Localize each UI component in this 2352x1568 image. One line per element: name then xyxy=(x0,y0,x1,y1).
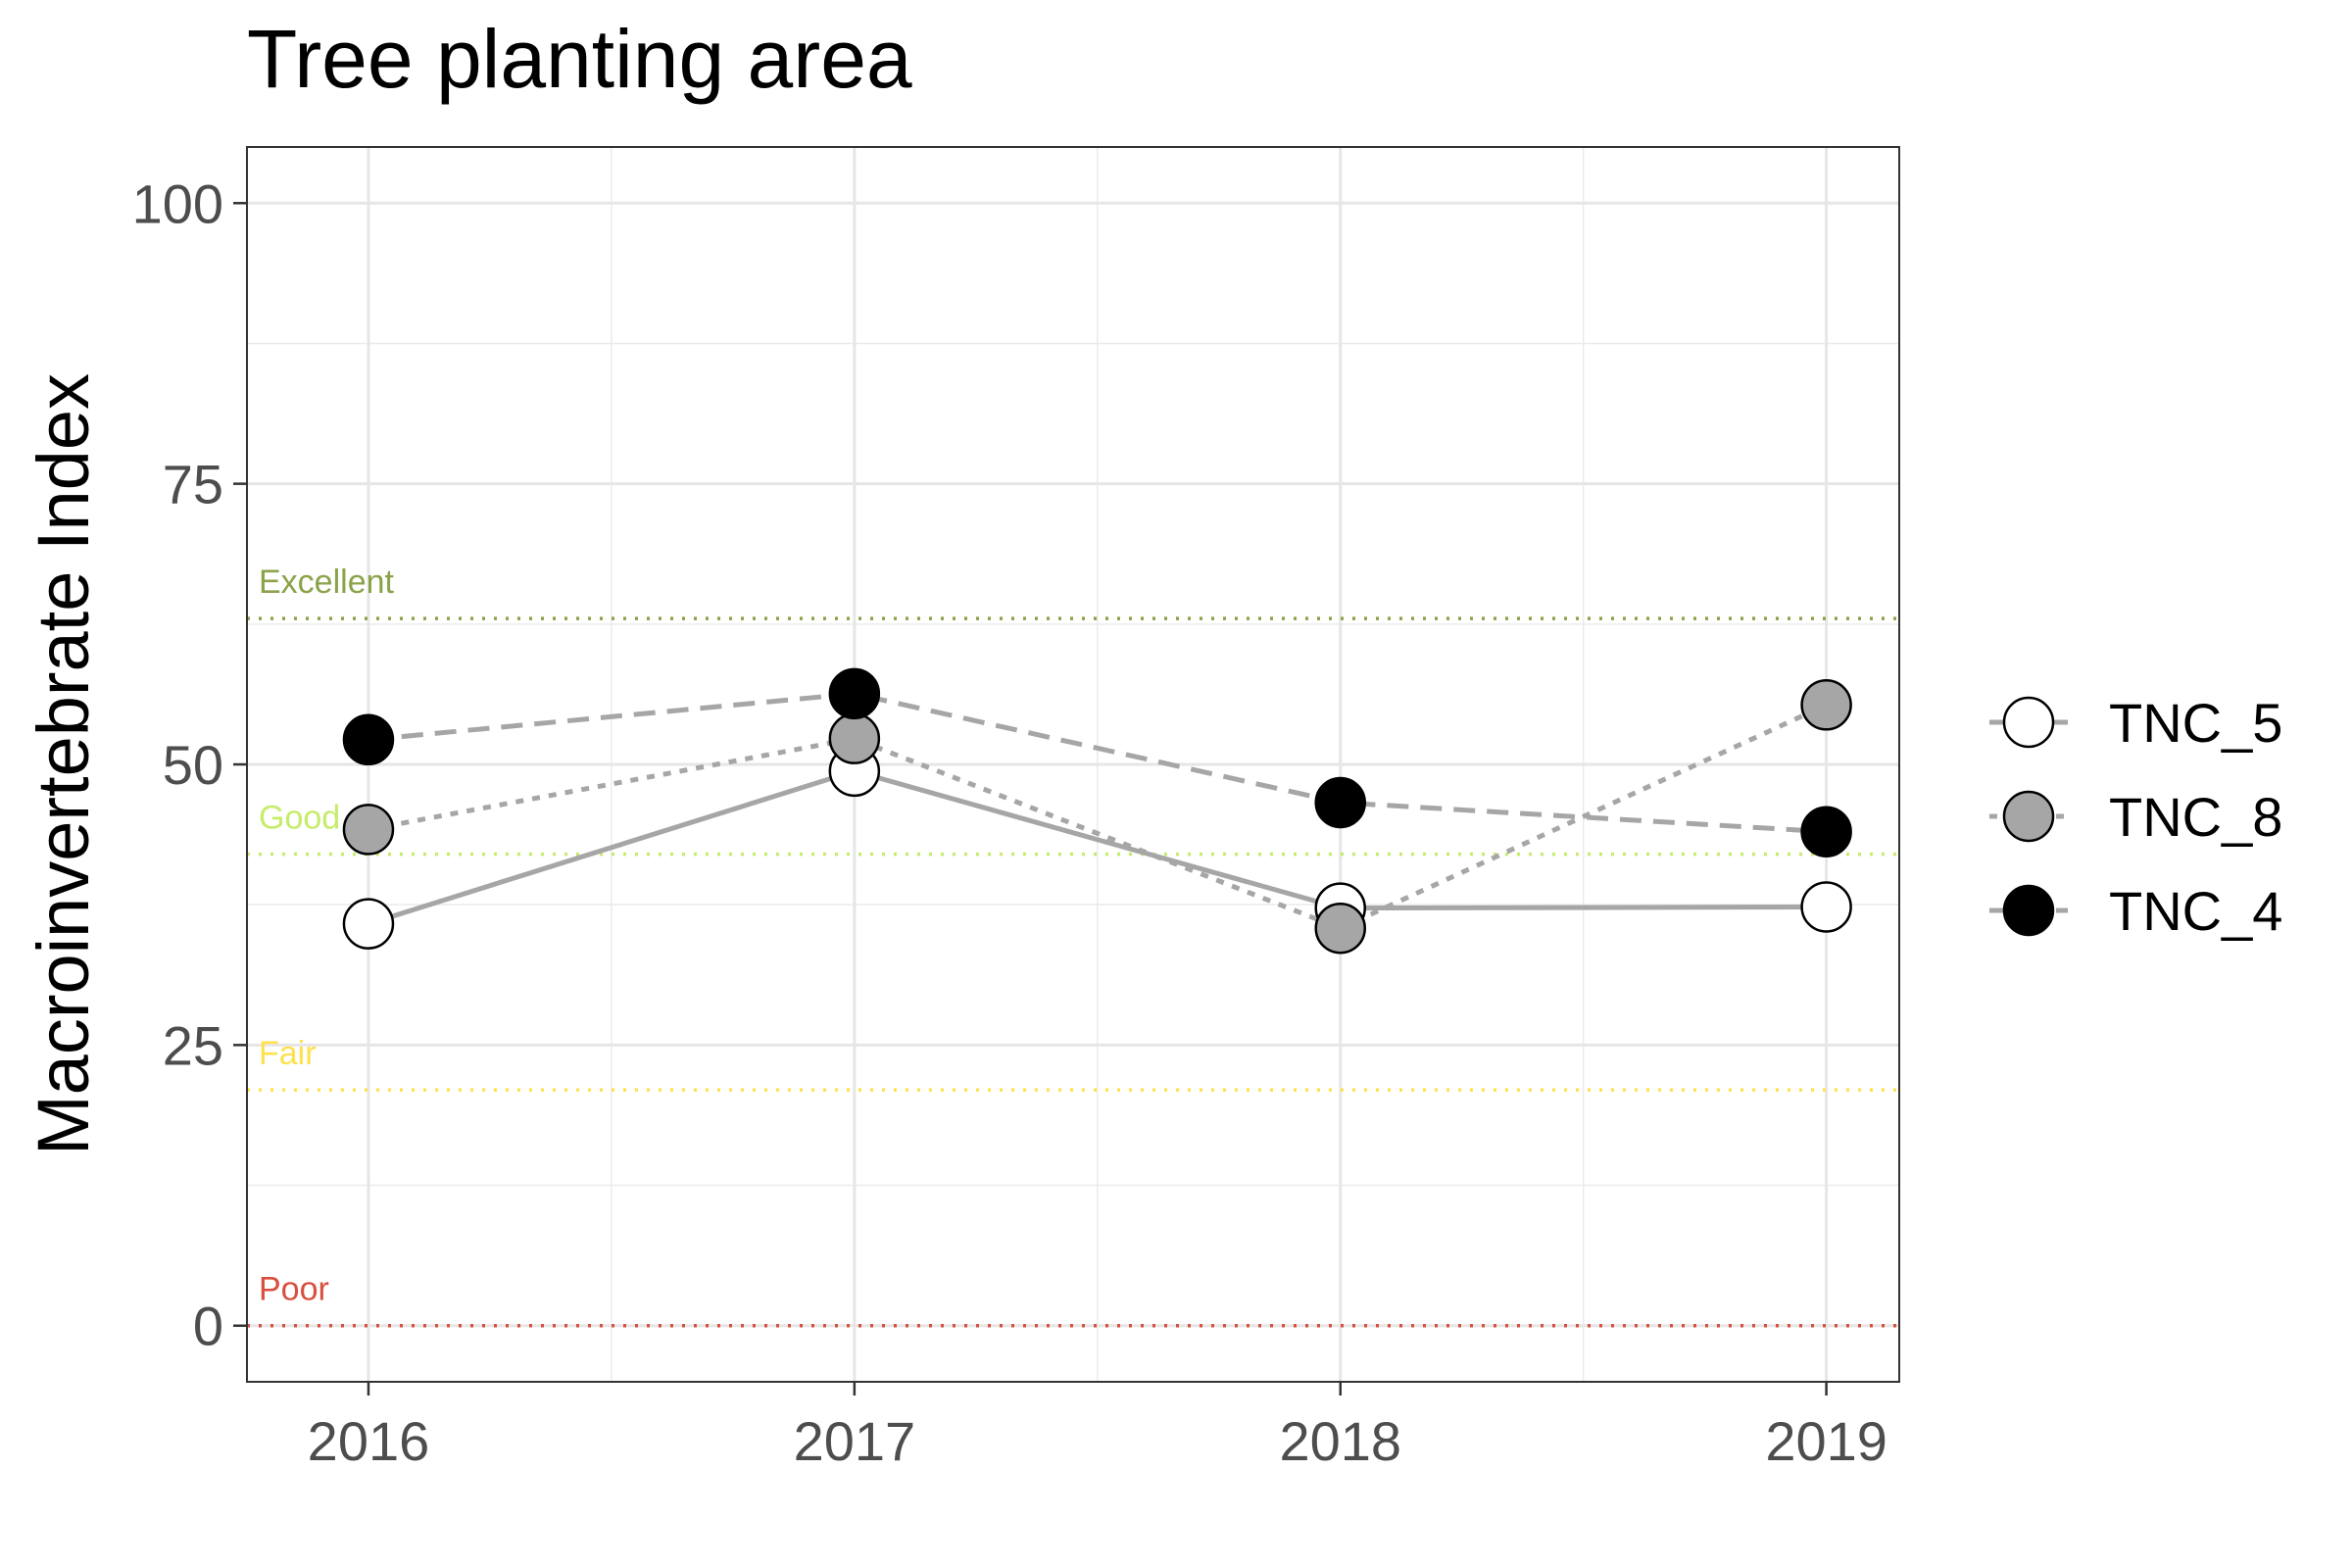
x-tick-label: 2016 xyxy=(308,1410,430,1472)
y-tick-label: 75 xyxy=(163,454,223,515)
y-axis: 0 25 50 75 100 xyxy=(132,172,247,1357)
legend-label-tnc_5: TNC_5 xyxy=(2109,692,2282,754)
legend-label-tnc_8: TNC_8 xyxy=(2109,786,2282,848)
y-tick-label: 100 xyxy=(132,172,223,234)
x-tick-label: 2017 xyxy=(794,1410,916,1472)
series-line-tnc_5 xyxy=(368,768,1827,927)
data-point-tnc_8 xyxy=(1800,679,1852,731)
x-tick-label: 2018 xyxy=(1279,1410,1401,1472)
data-point-tnc_4 xyxy=(342,713,395,766)
series-points xyxy=(342,667,1852,955)
x-axis: 2016 2017 2018 2019 xyxy=(308,1382,1887,1472)
reference-lines: Excellent Good Fair Poor xyxy=(247,564,1899,1328)
legend-key-marker-tnc_4 xyxy=(2002,884,2055,937)
y-tick-label: 50 xyxy=(163,734,223,796)
data-point-tnc_8 xyxy=(1314,902,1366,955)
x-tick-label: 2019 xyxy=(1765,1410,1887,1472)
y-axis-title: Macroinvertebrate Index xyxy=(23,373,104,1155)
data-point-tnc_5 xyxy=(342,898,395,950)
data-point-tnc_4 xyxy=(1800,806,1852,858)
y-tick-label: 25 xyxy=(163,1014,223,1076)
legend: TNC_5 TNC_8 TNC_4 xyxy=(1989,692,2282,942)
reference-label-fair: Fair xyxy=(259,1035,317,1072)
data-point-tnc_5 xyxy=(1800,881,1852,933)
data-point-tnc_8 xyxy=(828,712,881,764)
data-point-tnc_8 xyxy=(342,804,395,856)
chart-title: Tree planting area xyxy=(247,13,912,105)
series-line-tnc_4 xyxy=(368,691,1827,835)
data-point-tnc_4 xyxy=(828,667,881,720)
series-lines xyxy=(368,691,1828,931)
data-point-tnc_4 xyxy=(1314,776,1366,829)
reference-label-excellent: Excellent xyxy=(259,564,395,601)
reference-label-poor: Poor xyxy=(259,1271,329,1308)
series-line-tnc_8 xyxy=(368,703,1828,931)
y-tick-label: 0 xyxy=(193,1296,223,1357)
legend-key-marker-tnc_5 xyxy=(2002,696,2055,749)
legend-label-tnc_4: TNC_4 xyxy=(2109,880,2282,942)
reference-label-good: Good xyxy=(259,800,340,837)
legend-key-marker-tnc_8 xyxy=(2002,790,2055,843)
